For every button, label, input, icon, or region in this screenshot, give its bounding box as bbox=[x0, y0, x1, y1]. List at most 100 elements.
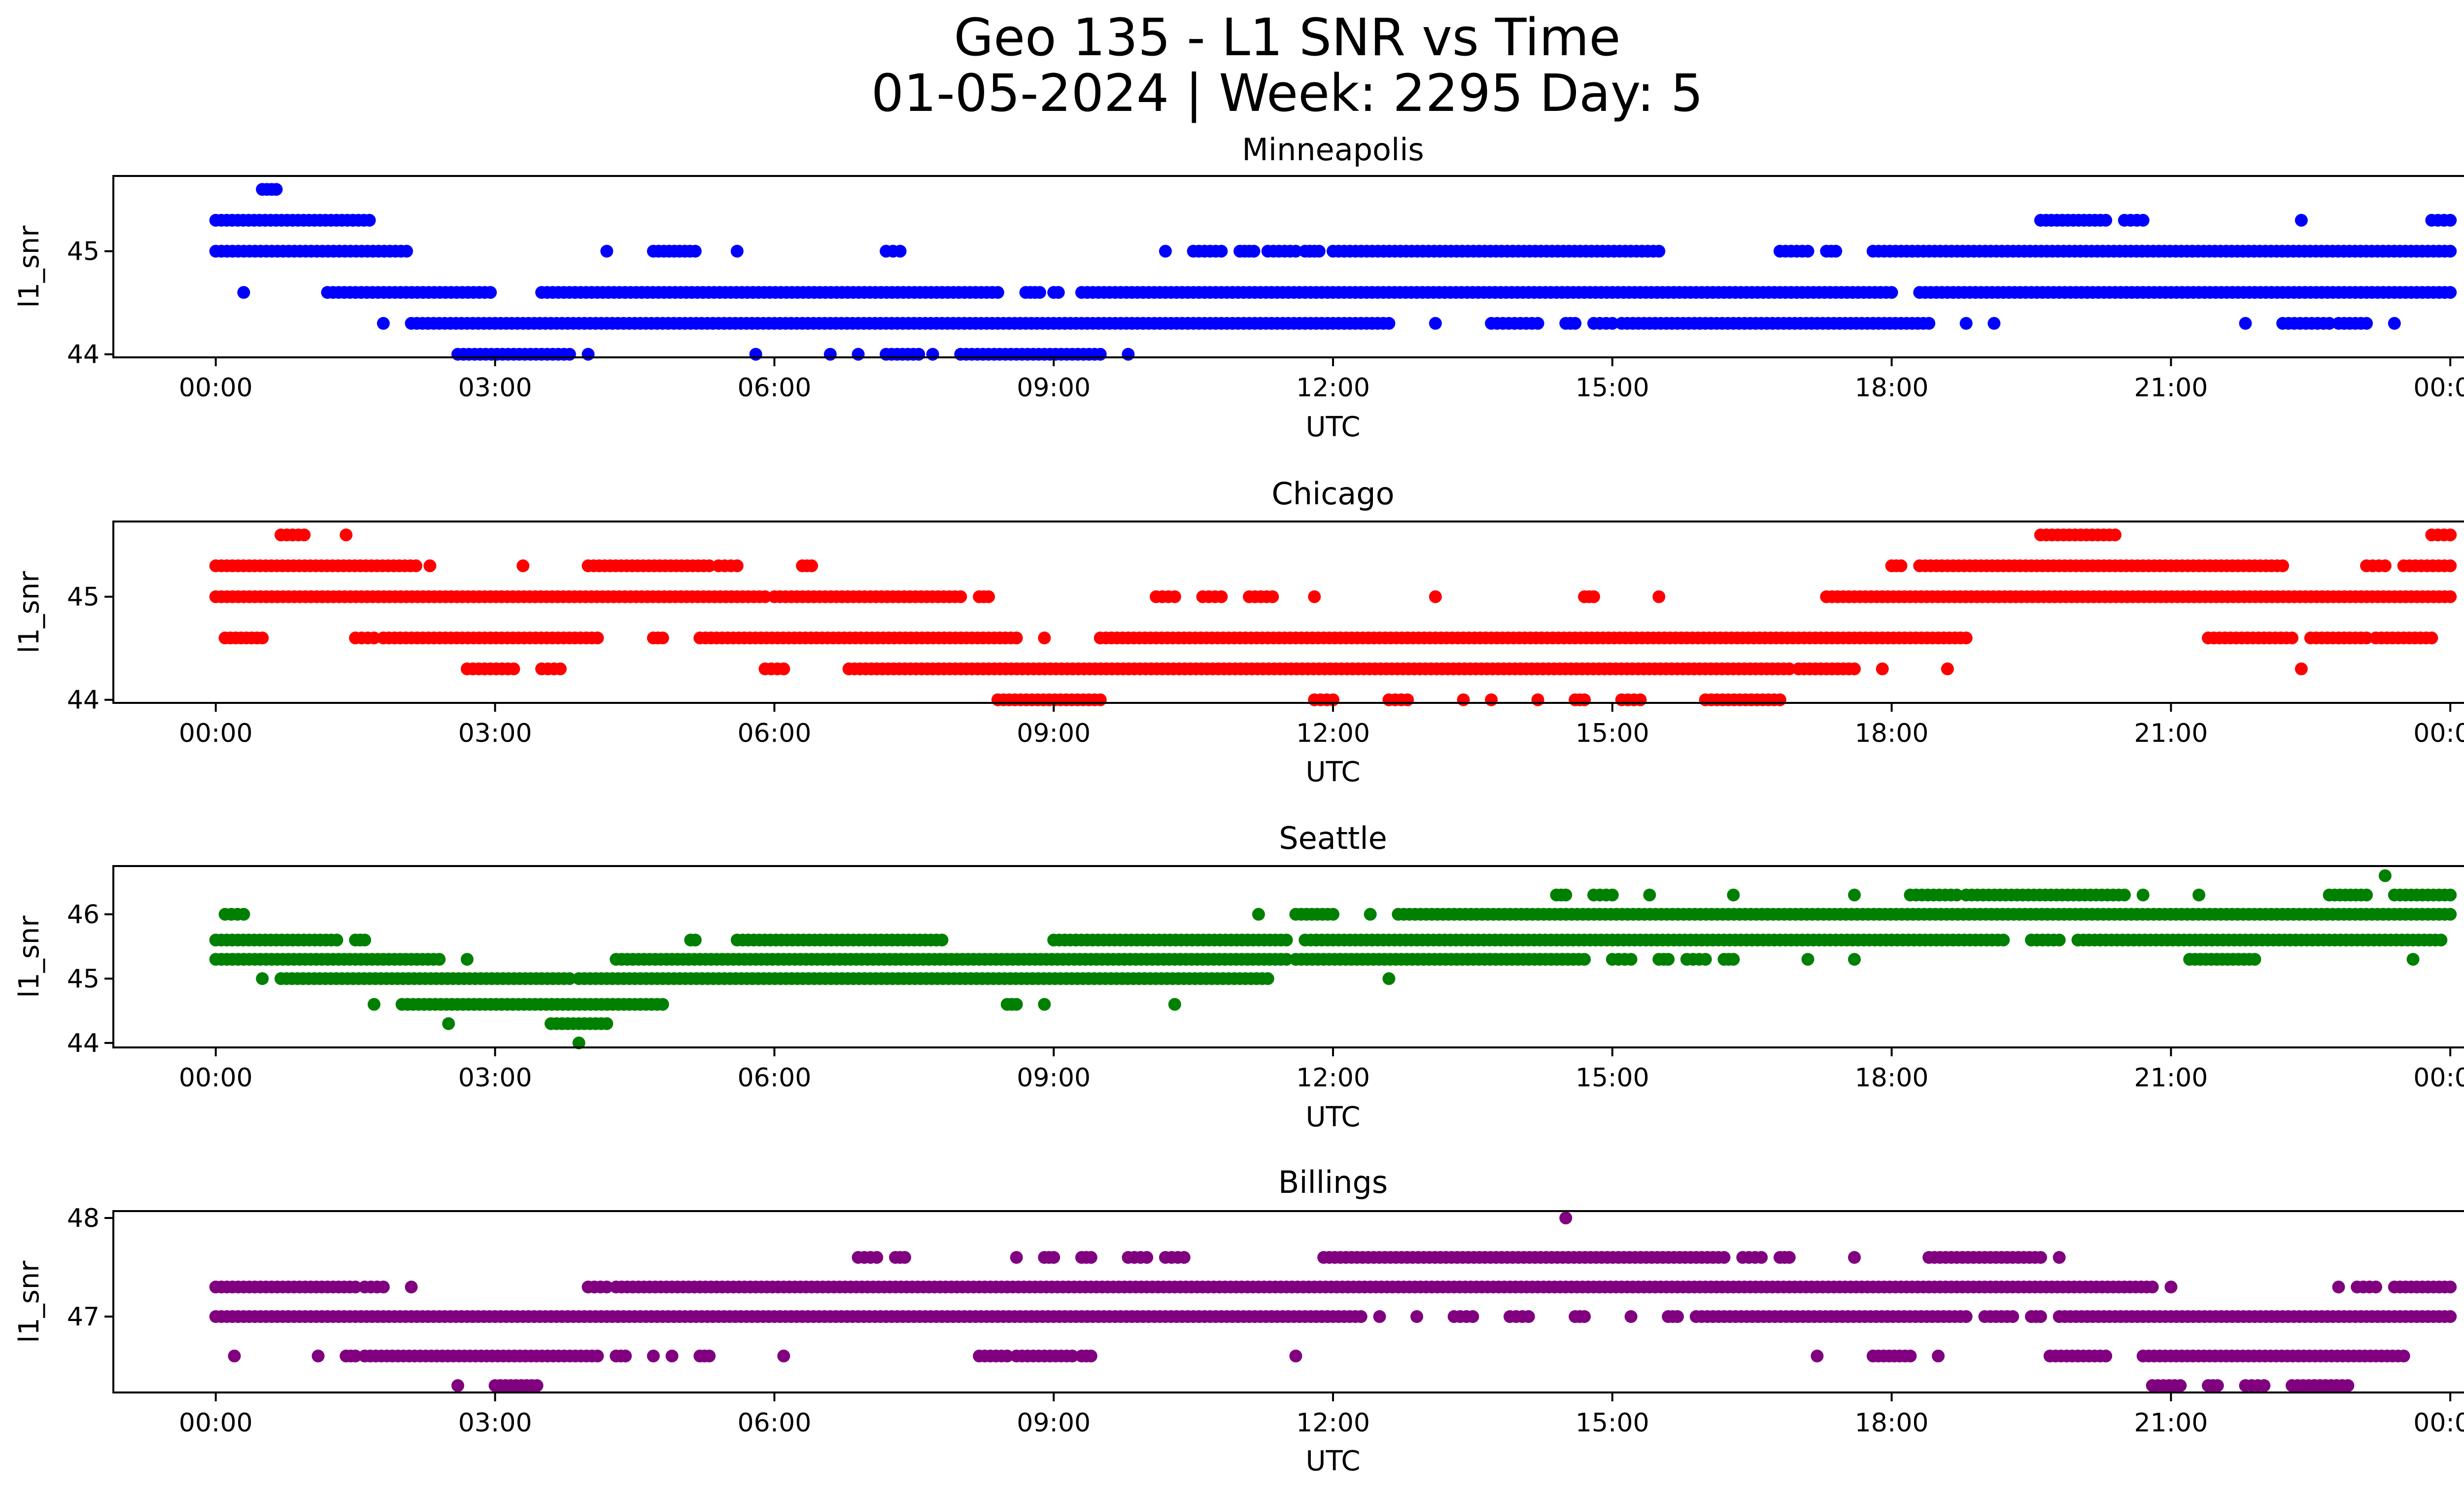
x-tick-label: 12:00 bbox=[1296, 1408, 1370, 1438]
data-point bbox=[656, 631, 669, 645]
data-point bbox=[805, 559, 818, 572]
data-point bbox=[451, 1379, 464, 1392]
data-point bbox=[311, 1350, 325, 1362]
y-tick-label: 44 bbox=[67, 686, 100, 715]
data-point bbox=[2276, 559, 2290, 572]
subplot-title: Chicago bbox=[1271, 476, 1394, 512]
data-point bbox=[1010, 998, 1023, 1011]
data-point bbox=[688, 244, 702, 258]
data-point bbox=[298, 528, 311, 542]
data-point bbox=[2378, 869, 2392, 882]
data-point bbox=[1885, 286, 1898, 299]
data-point bbox=[1606, 317, 1619, 330]
data-point bbox=[1727, 888, 1740, 902]
x-tick-label: 03:00 bbox=[458, 719, 532, 748]
data-point bbox=[1094, 693, 1107, 706]
data-point bbox=[368, 631, 380, 645]
subplot-chicago: Chicago 44 45 00:00 03:00 06:00 09:00 12:00 15… bbox=[13, 476, 2464, 788]
data-point bbox=[1033, 286, 1046, 299]
data-point bbox=[2444, 244, 2457, 258]
data-point bbox=[2369, 1281, 2382, 1293]
data-point bbox=[619, 1350, 632, 1362]
x-tick-label: 09:00 bbox=[1017, 373, 1091, 403]
subplot-seattle: Seattle 44 45 46 00:00 03:00 06:00 09:00 12:00… bbox=[13, 820, 2464, 1133]
data-point bbox=[1782, 1251, 1796, 1264]
data-point bbox=[2034, 1310, 2047, 1323]
data-point bbox=[2118, 888, 2131, 902]
data-point bbox=[2211, 1379, 2224, 1392]
data-point bbox=[1354, 1310, 1368, 1323]
data-point bbox=[2006, 1310, 2019, 1323]
data-point bbox=[2444, 528, 2457, 542]
data-point bbox=[1578, 1310, 1591, 1323]
data-point bbox=[688, 934, 702, 947]
data-point bbox=[433, 953, 446, 966]
data-point bbox=[1177, 1251, 1191, 1264]
x-tick-label: 06:00 bbox=[737, 1408, 811, 1438]
figure-title-line-2: 01-05-2024 | Week: 2295 Day: 5 bbox=[871, 63, 1703, 123]
data-point bbox=[2360, 317, 2373, 330]
data-point bbox=[1308, 590, 1321, 603]
data-point bbox=[2109, 528, 2122, 542]
data-point bbox=[954, 590, 967, 603]
data-point bbox=[460, 953, 474, 966]
data-point bbox=[2053, 1251, 2066, 1264]
data-point bbox=[1047, 1251, 1061, 1264]
data-point bbox=[777, 1350, 790, 1362]
x-ticks: 00:00 03:00 06:00 09:00 12:00 15:00 18:00 21:00… bbox=[179, 1047, 2464, 1093]
data-point bbox=[1727, 953, 1740, 966]
x-tick-label: 21:00 bbox=[2134, 1408, 2208, 1438]
data-point bbox=[1010, 1251, 1023, 1264]
data-point bbox=[1266, 590, 1279, 603]
data-point bbox=[1531, 693, 1544, 706]
data-point bbox=[1559, 1212, 1573, 1224]
data-point bbox=[1261, 972, 1274, 985]
data-point bbox=[2360, 888, 2373, 902]
data-point bbox=[2239, 317, 2252, 330]
y-tick-label: 47 bbox=[67, 1302, 100, 1332]
data-point bbox=[703, 1350, 716, 1362]
data-point bbox=[1932, 1350, 1945, 1362]
scatter-points bbox=[209, 528, 2457, 706]
data-point bbox=[1959, 1310, 1973, 1323]
data-point bbox=[823, 348, 837, 361]
subplot-title: Billings bbox=[1278, 1164, 1388, 1200]
x-tick-label: 18:00 bbox=[1855, 1408, 1929, 1438]
data-point bbox=[2397, 1350, 2410, 1362]
x-axis-label: UTC bbox=[1305, 756, 1360, 788]
data-point bbox=[1829, 244, 1843, 258]
x-tick-label: 18:00 bbox=[1855, 373, 1929, 403]
data-point bbox=[935, 934, 949, 947]
data-point bbox=[1327, 907, 1339, 921]
y-tick-label: 45 bbox=[67, 964, 100, 994]
x-tick-label: 21:00 bbox=[2134, 373, 2208, 403]
data-point bbox=[2444, 213, 2457, 227]
data-point bbox=[1084, 1350, 1097, 1362]
data-point bbox=[1848, 662, 1861, 675]
data-point bbox=[1950, 888, 1963, 902]
x-tick-label: 15:00 bbox=[1575, 1063, 1649, 1093]
data-point bbox=[1624, 1310, 1638, 1323]
data-point bbox=[237, 907, 250, 921]
data-point bbox=[1662, 953, 1675, 966]
data-point bbox=[340, 528, 353, 542]
data-point bbox=[2136, 888, 2150, 902]
data-point bbox=[1876, 662, 1889, 675]
scatter-points bbox=[209, 869, 2457, 1049]
data-point bbox=[1671, 1310, 1684, 1323]
data-point bbox=[1959, 317, 1973, 330]
data-point bbox=[1987, 317, 2001, 330]
data-point bbox=[1457, 693, 1470, 706]
y-ticks: 44 45 46 bbox=[67, 900, 113, 1058]
data-point bbox=[1959, 631, 1973, 645]
data-point bbox=[1364, 907, 1377, 921]
data-point bbox=[1140, 1251, 1154, 1264]
x-tick-label: 03:00 bbox=[458, 1063, 532, 1093]
data-point bbox=[1168, 998, 1181, 1011]
data-point bbox=[2444, 1310, 2457, 1323]
x-axis-label: UTC bbox=[1305, 411, 1360, 443]
data-point bbox=[1084, 1251, 1097, 1264]
x-tick-label: 21:00 bbox=[2134, 719, 2208, 748]
data-point bbox=[2444, 559, 2457, 572]
data-point bbox=[2444, 907, 2457, 921]
